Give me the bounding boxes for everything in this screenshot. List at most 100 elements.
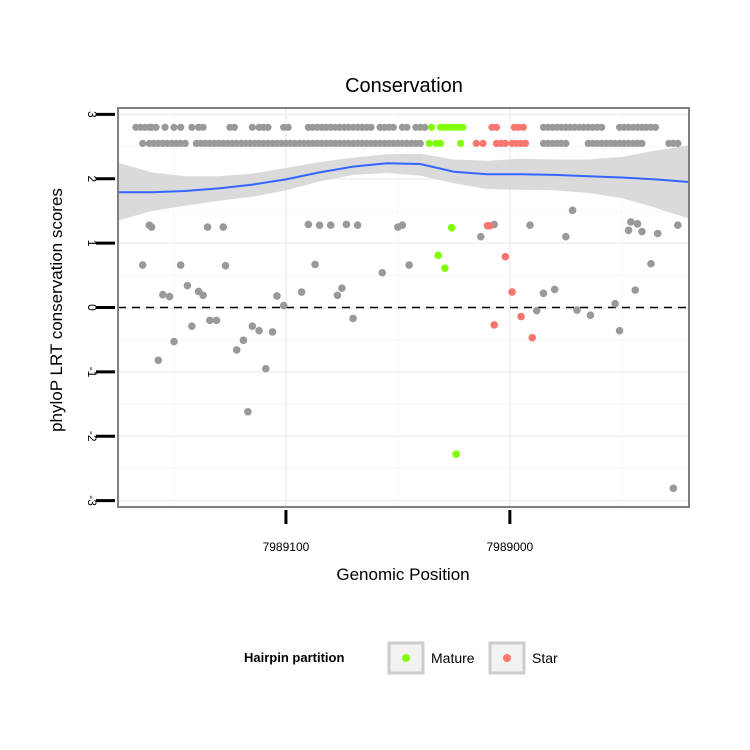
data-point-other bbox=[170, 337, 178, 346]
rug-point-other bbox=[170, 123, 178, 131]
data-point-other bbox=[273, 292, 281, 300]
rug-point-other bbox=[181, 139, 189, 147]
data-point-other bbox=[653, 229, 662, 238]
x-tick-label: 7989100 bbox=[263, 540, 310, 554]
rug-point-mature bbox=[436, 139, 445, 147]
y-axis: -3 -2 -1 0 1 2 3 bbox=[85, 111, 115, 506]
data-point-other bbox=[633, 220, 642, 228]
smooth-line bbox=[118, 162, 690, 194]
data-point-other bbox=[586, 311, 595, 320]
rug-point-other bbox=[230, 123, 239, 131]
x-axis: 7989100 7989000 bbox=[263, 510, 534, 554]
rug-point-other bbox=[161, 123, 169, 131]
data-point-mature bbox=[434, 251, 443, 260]
rug-point-other bbox=[367, 123, 375, 131]
data-point-mature bbox=[441, 264, 449, 273]
data-point-other bbox=[615, 326, 624, 335]
data-point-other bbox=[353, 221, 362, 229]
data-point-other bbox=[188, 322, 196, 330]
data-point-other bbox=[206, 316, 214, 325]
data-point-other bbox=[333, 291, 342, 300]
data-point-other bbox=[638, 227, 646, 236]
legend-label-mature: Mature bbox=[431, 650, 475, 666]
data-point-star bbox=[508, 288, 516, 296]
plot-area bbox=[117, 107, 690, 508]
rug-point-other bbox=[638, 139, 646, 147]
data-point-other bbox=[669, 484, 678, 493]
y-tick-label: 3 bbox=[85, 111, 99, 118]
legend-title: Hairpin partition bbox=[244, 650, 344, 665]
data-point-mature bbox=[447, 223, 456, 232]
legend-key-star bbox=[488, 641, 526, 675]
y-tick-label: -1 bbox=[85, 367, 99, 378]
data-point-other bbox=[255, 326, 263, 335]
rug-point-other bbox=[188, 123, 196, 131]
rug-point-star bbox=[521, 139, 530, 147]
legend-marker-star bbox=[503, 654, 511, 662]
rug-point-other bbox=[651, 123, 660, 131]
rug-point-other bbox=[284, 123, 292, 131]
data-point-other bbox=[315, 221, 324, 229]
rug-point-mature bbox=[425, 139, 433, 147]
data-point-other bbox=[611, 299, 619, 308]
legend: Hairpin partition Mature Star bbox=[244, 641, 558, 675]
data-point-other bbox=[268, 328, 277, 336]
data-point-other bbox=[279, 301, 288, 310]
data-point-other bbox=[199, 291, 207, 300]
data-point-star bbox=[517, 312, 525, 321]
y-axis-title: phyloP LRT conservation scores bbox=[47, 188, 66, 432]
rug-point-other bbox=[152, 123, 160, 131]
data-point-other bbox=[165, 292, 174, 301]
data-point-other bbox=[147, 223, 156, 231]
rug-point-other bbox=[674, 139, 682, 147]
data-point-other bbox=[405, 261, 413, 269]
data-point-other bbox=[232, 346, 241, 354]
data-point-other bbox=[626, 218, 635, 226]
data-point-other bbox=[647, 259, 655, 268]
data-point-other bbox=[526, 221, 534, 229]
y-tick-label: -3 bbox=[85, 495, 99, 506]
rug-point-star bbox=[479, 139, 487, 147]
rug-point-other bbox=[139, 139, 147, 147]
data-point-other bbox=[239, 336, 248, 345]
rug-point-star bbox=[472, 139, 480, 147]
rug-point-other bbox=[248, 123, 256, 131]
data-point-other bbox=[261, 364, 270, 373]
data-point-star bbox=[483, 221, 492, 230]
data-point-other bbox=[248, 322, 257, 330]
data-point-other bbox=[631, 286, 640, 294]
data-point-other bbox=[244, 407, 252, 416]
data-point-other bbox=[219, 223, 228, 231]
rug-point-other bbox=[421, 123, 429, 131]
rug-point-star bbox=[501, 139, 509, 147]
data-point-other bbox=[349, 314, 357, 323]
data-point-other bbox=[304, 220, 313, 229]
panel-border bbox=[117, 107, 690, 508]
data-point-other bbox=[378, 268, 387, 277]
rug-point-mature bbox=[427, 123, 436, 131]
legend-label-star: Star bbox=[532, 650, 558, 666]
data-point-other bbox=[476, 232, 485, 241]
y-tick-label: 1 bbox=[85, 240, 99, 247]
data-point-star bbox=[501, 252, 510, 261]
data-point-other bbox=[342, 220, 351, 229]
data-point-other bbox=[154, 356, 163, 365]
data-point-other bbox=[674, 221, 682, 229]
data-point-other bbox=[183, 281, 192, 290]
data-point-other bbox=[573, 306, 581, 314]
data-point-other bbox=[539, 289, 548, 298]
data-point-mature bbox=[452, 450, 460, 459]
data-point-other bbox=[624, 226, 633, 235]
data-point-other bbox=[311, 260, 319, 269]
x-tick-label: 7989000 bbox=[487, 540, 534, 554]
rug-point-other bbox=[177, 123, 185, 131]
rug-point-other bbox=[416, 139, 424, 147]
rug-point-other bbox=[264, 123, 272, 131]
data-point-other bbox=[138, 261, 147, 269]
data-point-other bbox=[338, 284, 346, 292]
rug-point-mature bbox=[459, 123, 467, 131]
chart-title: Conservation bbox=[345, 75, 463, 97]
rug-point-other bbox=[598, 123, 606, 131]
rug-point-mature bbox=[457, 139, 465, 147]
